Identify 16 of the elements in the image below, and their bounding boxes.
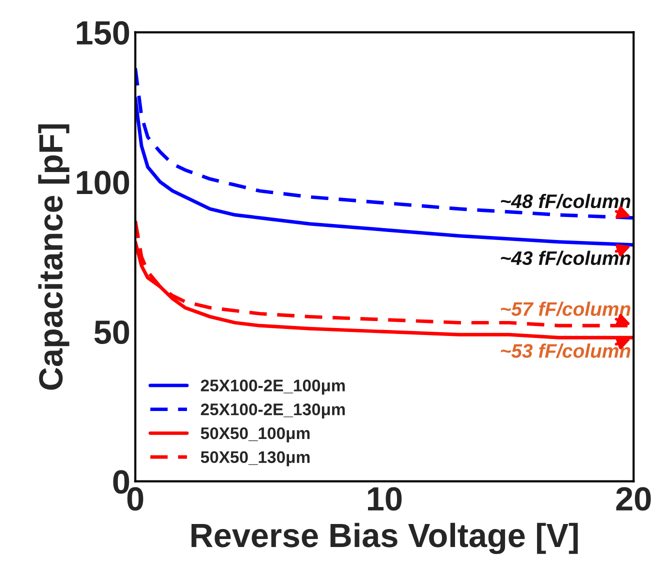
x-axis-title: Reverse Bias Voltage [V] [192,522,578,554]
annotation: ~53 fF/column [500,344,630,358]
legend-label: 25X100-2E_130μm [200,404,345,419]
y-tick-label: 50 [94,320,130,344]
annotation: ~57 fF/column [500,302,630,316]
y-tick-label: 100 [76,170,130,194]
y-tick-label: 150 [76,21,130,45]
y-tick-label: 0 [113,470,130,494]
annotation: ~43 fF/column [500,250,630,266]
y-axis-title: Capacitance [pF] [38,124,70,390]
x-tick-label: 10 [368,487,402,511]
annotation: ~48 fF/column [500,194,630,208]
x-tick-label: 20 [616,487,651,511]
legend-label: 50X50_100μm [200,427,310,442]
legend-label: 50X50_130μm [200,451,310,466]
legend-label: 25X100-2E_100μm [200,380,345,395]
